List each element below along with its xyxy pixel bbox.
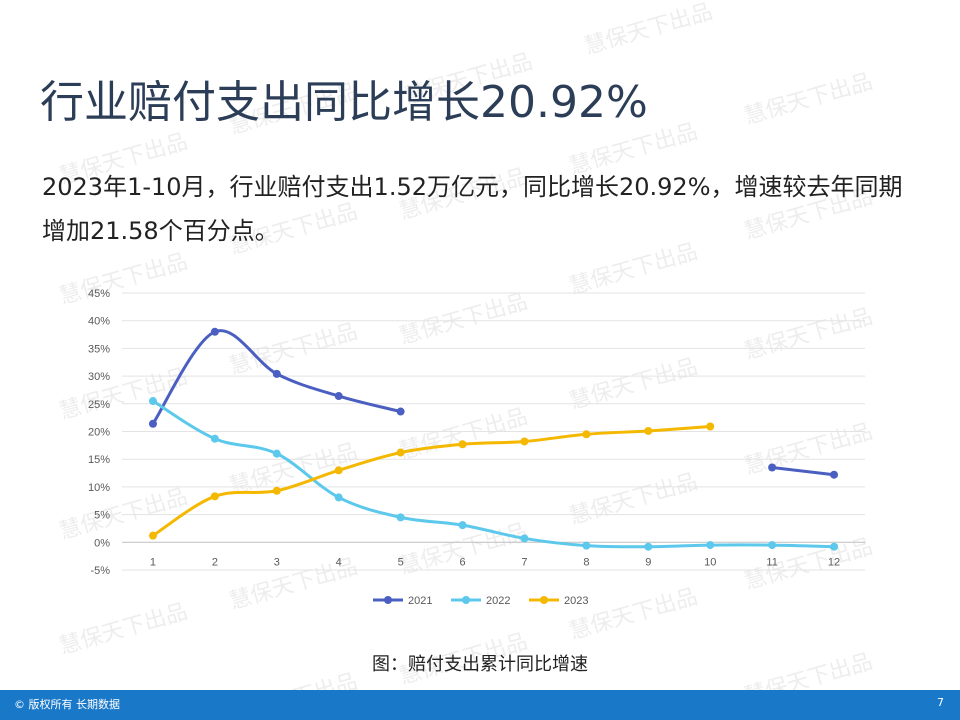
page-title: 行业赔付支出同比增长20.92% (40, 77, 648, 128)
copyright-text: © 版权所有 长期数据 (14, 698, 120, 711)
data-point-2021 (830, 470, 839, 479)
data-point-2023 (520, 437, 529, 446)
series-line-2022 (151, 399, 836, 549)
data-point-2022 (830, 542, 839, 551)
data-point-2022 (458, 521, 467, 530)
legend-label-2023: 2023 (564, 595, 588, 607)
data-point-2023 (396, 448, 405, 457)
data-point-2023 (706, 422, 715, 431)
y-tick-label: 10% (88, 482, 110, 494)
data-point-2021 (210, 327, 219, 336)
chart-caption: 图：赔付支出累计同比增速 (372, 654, 588, 675)
data-point-2022 (396, 513, 405, 522)
y-tick-label: 0% (94, 537, 110, 549)
data-point-2022 (520, 534, 529, 543)
x-tick-label: 6 (459, 556, 465, 568)
series-line-2021 (151, 329, 403, 426)
data-point-2021 (768, 463, 777, 472)
data-point-2023 (582, 430, 591, 439)
legend-marker-2022 (462, 596, 470, 604)
chart-legend: 2021 2022 2023 (373, 595, 588, 607)
data-point-2023 (334, 466, 343, 475)
data-point-2022 (644, 542, 653, 551)
data-point-2021 (272, 369, 281, 378)
x-tick-label: 7 (521, 556, 527, 568)
data-point-2021 (396, 407, 405, 416)
data-point-2022 (706, 541, 715, 550)
series-line-2023 (151, 425, 712, 538)
data-point-2023 (458, 440, 467, 449)
x-axis-ticks: 1 2 3 4 5 6 7 8 9 10 11 12 (150, 556, 840, 568)
data-point-2022 (272, 449, 281, 458)
x-tick-label: 10 (704, 556, 716, 568)
data-point-2021 (334, 392, 343, 401)
data-point-2023 (210, 492, 219, 501)
summary-paragraph: 2023年1-10月，行业赔付支出1.52万亿元，同比增长20.92%，增速较去… (42, 173, 903, 245)
watermark-text: 慧保天下出品 (581, 0, 716, 60)
data-point-2023 (644, 426, 653, 435)
legend-marker-2021 (384, 596, 392, 604)
x-tick-label: 12 (828, 556, 840, 568)
x-tick-label: 8 (583, 556, 589, 568)
y-tick-label: -5% (90, 565, 110, 577)
data-point-2022 (582, 541, 591, 550)
data-point-2021 (148, 419, 157, 428)
data-point-2023 (272, 486, 281, 495)
page-number: 7 (937, 696, 944, 709)
data-point-2022 (210, 434, 219, 443)
legend-label-2022: 2022 (486, 595, 510, 607)
x-tick-label: 1 (150, 556, 156, 568)
y-tick-label: 20% (88, 427, 110, 439)
y-tick-label: 40% (88, 316, 110, 328)
x-tick-label: 5 (398, 556, 404, 568)
legend-label-2021: 2021 (408, 595, 432, 607)
y-tick-label: 45% (88, 288, 110, 300)
x-tick-label: 9 (645, 556, 651, 568)
y-axis-ticks: 45% 40% 35% 30% 25% 20% 15% 10% 5% 0% -5% (88, 288, 110, 577)
legend-marker-2023 (540, 596, 548, 604)
x-tick-label: 4 (336, 556, 342, 568)
series-line-2021 (770, 466, 836, 477)
x-tick-label: 2 (212, 556, 218, 568)
grid-lines (122, 292, 865, 571)
watermark-text: 慧保天下出品 (741, 69, 876, 130)
y-tick-label: 30% (88, 371, 110, 383)
data-point-2022 (148, 397, 157, 406)
data-point-2023 (148, 531, 157, 540)
footer-bar: © 版权所有 长期数据 7 (0, 690, 960, 720)
y-tick-label: 35% (88, 343, 110, 355)
data-point-2022 (334, 493, 343, 502)
x-tick-label: 3 (274, 556, 280, 568)
data-point-2022 (768, 541, 777, 550)
x-tick-label: 11 (766, 556, 777, 568)
y-tick-label: 25% (88, 399, 110, 411)
series-lines (148, 327, 839, 551)
y-tick-label: 15% (88, 454, 110, 466)
y-tick-label: 5% (94, 510, 110, 522)
